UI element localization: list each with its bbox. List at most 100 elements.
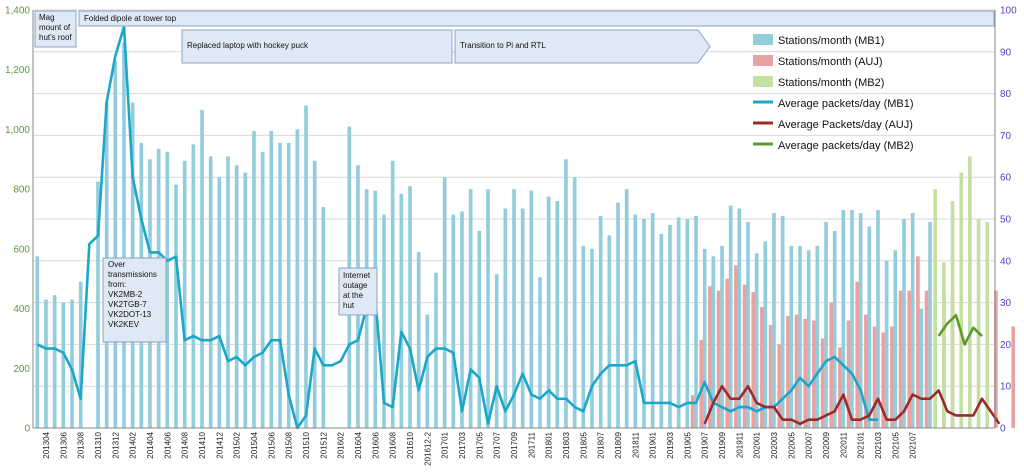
bar xyxy=(650,213,655,428)
y-tick-left: 200 xyxy=(13,364,30,375)
x-tick: 201502 xyxy=(233,431,242,458)
bar xyxy=(968,156,972,429)
bar xyxy=(876,210,880,428)
annotation-box xyxy=(102,257,167,343)
x-tick: 201506 xyxy=(267,431,276,458)
annotation-box xyxy=(78,10,995,27)
x-tick: 202103 xyxy=(874,431,883,458)
bar xyxy=(812,320,816,428)
bar xyxy=(269,130,274,429)
x-tick: 201412 xyxy=(215,431,224,458)
bar xyxy=(902,219,906,428)
y-tick-left: 1,400 xyxy=(5,6,30,17)
x-tick: 201811 xyxy=(631,431,640,458)
x-tick: 201711 xyxy=(527,431,536,458)
bar xyxy=(581,245,586,428)
x-tick: 201807 xyxy=(597,431,606,458)
bar xyxy=(838,347,842,428)
bar xyxy=(451,214,456,428)
bar xyxy=(985,221,990,428)
x-tick: 201707 xyxy=(493,431,502,458)
bar xyxy=(829,302,834,428)
x-tick: 201805 xyxy=(579,431,588,458)
bar xyxy=(52,295,57,428)
bar xyxy=(768,324,773,428)
y-tick-right: 90 xyxy=(1000,47,1012,58)
bar xyxy=(468,189,473,428)
bar xyxy=(907,290,912,428)
x-tick: 201911 xyxy=(735,431,744,458)
bar xyxy=(564,159,568,429)
bar xyxy=(200,110,204,429)
y-tick-right: 0 xyxy=(1000,424,1006,435)
annotation-box xyxy=(454,29,711,64)
x-tick: 201404 xyxy=(146,431,155,458)
bar xyxy=(959,172,964,428)
bar xyxy=(789,245,794,428)
bar xyxy=(78,281,83,428)
bar xyxy=(728,205,733,428)
x-tick: 201907 xyxy=(701,431,710,458)
x-tick: 201410 xyxy=(198,431,207,458)
x-tick: 201606 xyxy=(371,431,380,458)
bar xyxy=(278,142,282,429)
legend-swatch xyxy=(753,55,773,66)
bar xyxy=(477,230,482,428)
axes xyxy=(32,10,996,429)
bar xyxy=(633,214,638,428)
y-tick-right: 50 xyxy=(1000,215,1012,226)
bar xyxy=(312,160,317,428)
annotation-folded-dipole: Folded dipole at tower top xyxy=(84,14,177,23)
legend-label: Stations/month (AUJ) xyxy=(778,56,883,68)
bar xyxy=(711,256,716,428)
bar xyxy=(390,160,395,428)
line-auj xyxy=(703,384,1001,426)
bar xyxy=(994,290,998,428)
bar xyxy=(321,207,326,428)
bar xyxy=(881,332,886,428)
y-axis-right-ticks: 0 10 20 30 40 50 60 70 80 90 100 xyxy=(1000,6,1017,435)
bar xyxy=(794,314,799,428)
bar xyxy=(846,320,851,428)
bar xyxy=(751,292,756,428)
bar xyxy=(746,221,750,428)
bar xyxy=(555,201,560,428)
x-tick: 201602 xyxy=(337,431,346,458)
bar xyxy=(182,160,187,428)
bar xyxy=(910,213,915,428)
y-axis-left-ticks: 0 200 400 600 800 1,000 1,200 1,400 xyxy=(5,6,30,435)
series-lines xyxy=(36,25,1001,430)
bar xyxy=(884,260,889,428)
legend: Stations/month (MB1) Stations/month (AUJ)… xyxy=(753,34,914,152)
bar xyxy=(96,181,100,428)
y-tick-left: 0 xyxy=(24,424,30,435)
bar xyxy=(737,208,742,428)
bar xyxy=(538,277,542,428)
bar xyxy=(976,219,981,428)
bar xyxy=(850,210,854,428)
x-tick: 201608 xyxy=(389,431,398,458)
annotation-mag-mount: Mag mount of hut's roof xyxy=(39,13,72,42)
bar xyxy=(815,245,820,428)
bar xyxy=(893,250,898,428)
x-tick: 201402 xyxy=(129,431,138,458)
bar xyxy=(716,290,721,428)
annotation-hockey-puck: Replaced laptop with hockey puck xyxy=(187,41,309,50)
bar xyxy=(898,290,903,428)
bar xyxy=(676,217,681,428)
bar xyxy=(659,233,664,428)
x-tick: 201510 xyxy=(302,431,311,458)
bar xyxy=(460,211,464,428)
legend-label: Average Packets/day (AUJ) xyxy=(778,119,913,131)
bar xyxy=(382,214,386,428)
bar xyxy=(408,186,412,428)
bar xyxy=(113,60,118,428)
bar xyxy=(798,245,802,428)
bar xyxy=(832,230,837,428)
bar xyxy=(824,221,828,428)
bar xyxy=(734,265,738,428)
bar xyxy=(668,224,672,428)
x-tick: 201310 xyxy=(94,431,103,458)
y-tick-left: 1,000 xyxy=(5,125,30,136)
x-tick: 201610 xyxy=(406,431,415,458)
